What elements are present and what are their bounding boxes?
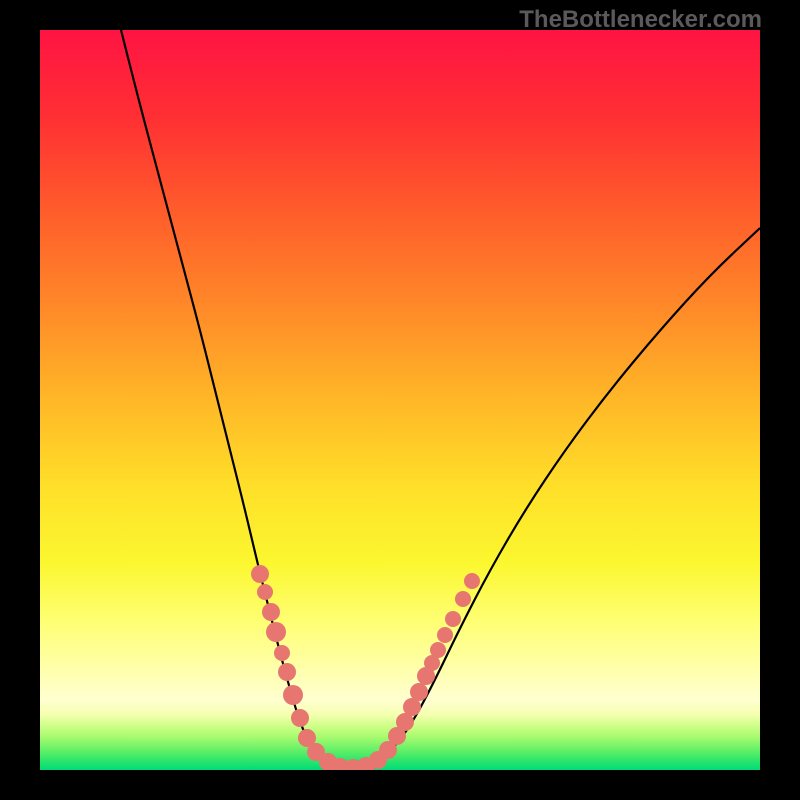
data-marker [464, 573, 480, 589]
data-marker [266, 622, 286, 642]
data-marker [455, 591, 471, 607]
data-marker [437, 627, 453, 643]
chart-plot-area [40, 30, 760, 770]
gradient-background [40, 30, 760, 770]
data-marker [257, 584, 273, 600]
data-marker [278, 663, 296, 681]
data-marker [274, 645, 290, 661]
data-marker [291, 709, 309, 727]
data-marker [283, 685, 303, 705]
data-marker [262, 603, 280, 621]
data-marker [445, 611, 461, 627]
data-marker [430, 642, 446, 658]
watermark-text: TheBottlenecker.com [519, 6, 762, 34]
data-marker [410, 683, 428, 701]
chart-svg [40, 30, 760, 770]
data-marker [251, 565, 269, 583]
